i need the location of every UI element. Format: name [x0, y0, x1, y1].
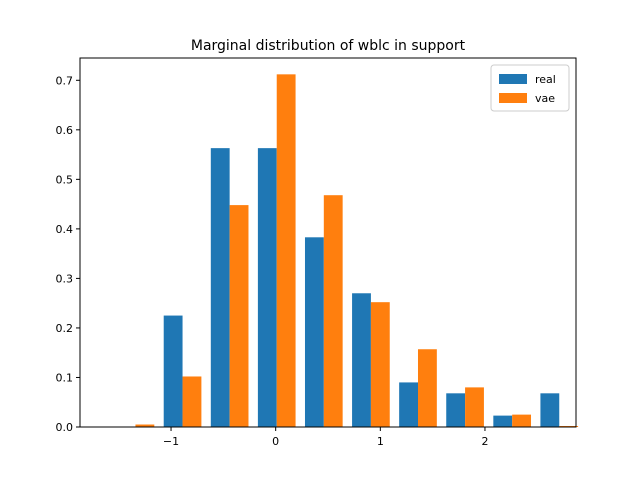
- x-tick-label: −1: [163, 435, 179, 448]
- bar-vae-3: [276, 74, 296, 427]
- bar-real-3: [257, 148, 277, 427]
- legend-swatch-vae: [499, 93, 527, 103]
- legend: real vae: [490, 64, 570, 112]
- x-axis: −1 0 1 2: [163, 427, 488, 448]
- bar-real-6: [399, 382, 418, 427]
- y-tick-label: 0.2: [56, 322, 74, 335]
- bar-real-5: [352, 293, 371, 427]
- bar-vae-4: [323, 195, 343, 427]
- x-tick-label: 1: [377, 435, 384, 448]
- y-tick-label: 0.0: [56, 421, 74, 434]
- bar-vae-0: [135, 424, 155, 427]
- bars-layer: [135, 74, 579, 427]
- y-tick-label: 0.5: [56, 173, 74, 186]
- legend-swatch-real: [499, 74, 527, 84]
- y-tick-label: 0.4: [56, 223, 74, 236]
- bar-vae-1: [182, 376, 202, 427]
- x-tick-label: 0: [272, 435, 279, 448]
- bar-vae-6: [417, 349, 437, 427]
- bar-real-9: [540, 393, 560, 427]
- y-tick-label: 0.1: [56, 371, 74, 384]
- bar-vae-8: [512, 414, 532, 427]
- chart-title: Marginal distribution of wblc in support: [191, 38, 466, 54]
- bar-real-2: [210, 148, 230, 427]
- bar-vae-5: [370, 302, 390, 427]
- x-tick-label: 2: [481, 435, 488, 448]
- bar-real-8: [493, 415, 513, 427]
- bar-vae-7: [465, 387, 484, 427]
- legend-label-real: real: [535, 73, 556, 86]
- y-tick-label: 0.3: [56, 272, 74, 285]
- legend-label-vae: vae: [535, 92, 555, 105]
- legend-box: [490, 64, 570, 112]
- bar-real-7: [446, 393, 466, 427]
- bar-vae-2: [229, 205, 249, 427]
- y-tick-label: 0.6: [56, 124, 74, 137]
- bar-real-4: [304, 237, 324, 427]
- plot-frame: [79, 57, 577, 428]
- y-axis: 0.0 0.1 0.2 0.3 0.4 0.5 0.6 0.7: [56, 74, 80, 434]
- bar-real-1: [163, 315, 183, 427]
- y-tick-label: 0.7: [56, 74, 74, 87]
